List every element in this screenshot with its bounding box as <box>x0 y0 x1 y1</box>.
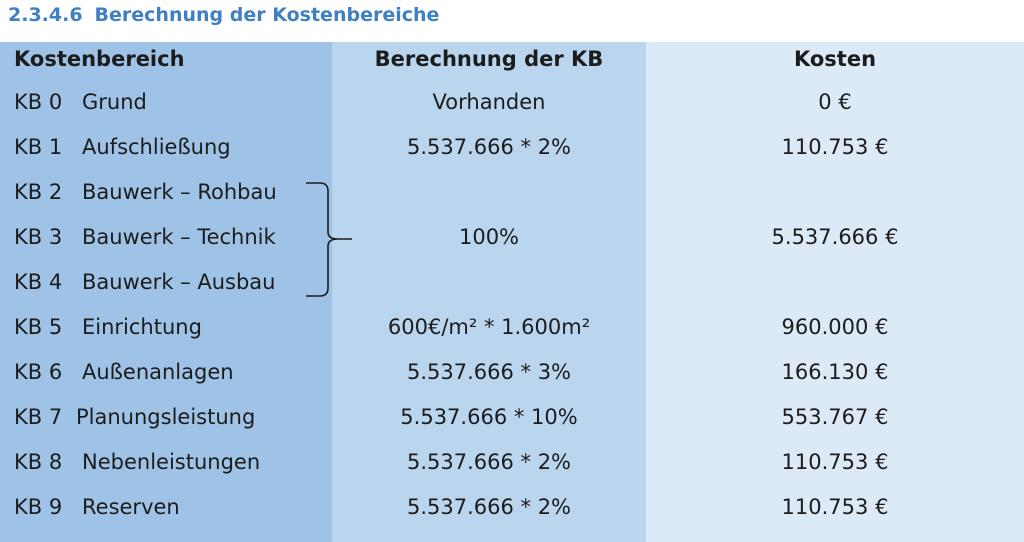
kb-cost: 110.753 € <box>781 450 889 474</box>
kb-cost: 0 € <box>818 90 852 114</box>
kb-calculation: 5.537.666 * 2% <box>406 135 572 159</box>
kb-name: Planungsleistung <box>76 405 256 429</box>
kb-calculation: 5.537.666 * 2% <box>406 495 572 519</box>
kb-calculation: 5.537.666 * 10% <box>400 405 578 429</box>
kb-cost: 166.130 € <box>781 360 889 384</box>
kb-cost: 110.753 € <box>781 495 889 519</box>
kb-name: Reserven <box>82 495 180 519</box>
kb-calculation: 100% <box>458 225 520 249</box>
section-title: Berechnung der Kostenbereiche <box>94 4 440 26</box>
column-kostenbereich-bg <box>0 42 332 542</box>
section-heading: 2.3.4.6 Berechnung der Kostenbereiche <box>8 0 439 30</box>
column-kosten-bg <box>646 42 1024 542</box>
curly-bracket-icon <box>306 182 352 297</box>
kb-code: KB 0 <box>14 90 63 114</box>
kb-code: KB 7 <box>14 405 63 429</box>
kb-code: KB 1 <box>14 135 63 159</box>
kb-calculation: Vorhanden <box>432 90 546 114</box>
kb-code: KB 5 <box>14 315 63 339</box>
header-berechnung: Berechnung der KB <box>374 47 604 71</box>
kb-calculation: 5.537.666 * 2% <box>406 450 572 474</box>
column-berechnung-bg <box>332 42 646 542</box>
kb-code: KB 9 <box>14 495 63 519</box>
section-number: 2.3.4.6 <box>8 4 83 26</box>
kb-code: KB 6 <box>14 360 63 384</box>
kb-name: Einrichtung <box>82 315 202 339</box>
kb-name: Bauwerk – Technik <box>82 225 276 249</box>
kb-cost: 5.537.666 € <box>771 225 899 249</box>
kb-cost: 960.000 € <box>781 315 889 339</box>
header-kosten: Kosten <box>793 47 877 71</box>
kb-cost: 553.767 € <box>781 405 889 429</box>
kb-calculation: 600€/m² * 1.600m² <box>387 315 591 339</box>
kb-code: KB 8 <box>14 450 63 474</box>
kb-name: Grund <box>82 90 147 114</box>
kb-code: KB 3 <box>14 225 63 249</box>
kb-calculation: 5.537.666 * 3% <box>406 360 572 384</box>
kb-name: Bauwerk – Ausbau <box>82 270 276 294</box>
kb-name: Nebenleistungen <box>82 450 261 474</box>
kb-name: Aufschließung <box>82 135 231 159</box>
kb-name: Außenanlagen <box>82 360 234 384</box>
kb-cost: 110.753 € <box>781 135 889 159</box>
kb-name: Bauwerk – Rohbau <box>82 180 277 204</box>
kb-code: KB 2 <box>14 180 63 204</box>
kb-code: KB 4 <box>14 270 63 294</box>
header-kostenbereich: Kostenbereich <box>14 47 185 71</box>
